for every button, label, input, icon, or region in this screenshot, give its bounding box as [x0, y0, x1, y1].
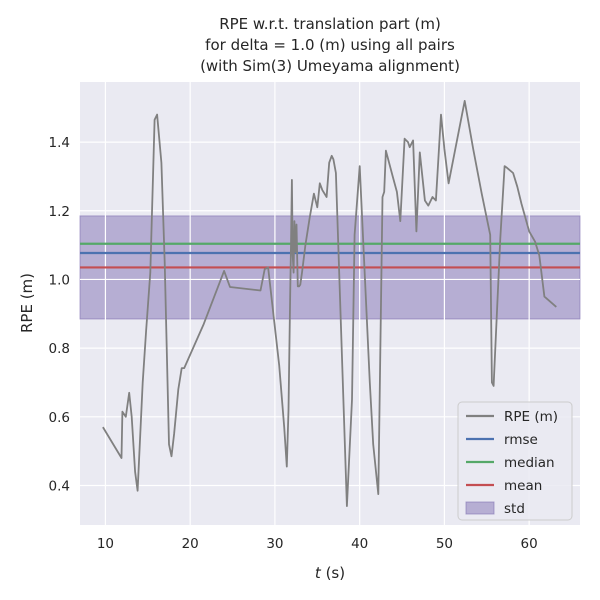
legend-label-rmse: rmse: [504, 432, 538, 448]
x-axis-label-var: t: [315, 564, 322, 582]
x-tick-label: 10: [97, 536, 114, 552]
y-axis-label: RPE (m): [18, 273, 36, 333]
y-tick-label: 1.2: [49, 204, 70, 220]
x-tick-labels: 10 20 30 40 50 60: [97, 536, 538, 552]
x-axis-label-unit: (s): [321, 564, 345, 582]
y-tick-labels: 0.4 0.6 0.8 1.0 1.2 1.4: [49, 135, 70, 494]
x-tick-label: 50: [436, 536, 453, 552]
legend-label-std: std: [504, 501, 525, 517]
y-tick-label: 0.6: [49, 410, 70, 426]
y-tick-label: 0.8: [49, 341, 70, 357]
x-axis-label: t (s): [315, 564, 345, 582]
x-tick-label: 30: [266, 536, 283, 552]
chart-title-line-1: RPE w.r.t. translation part (m): [219, 15, 441, 33]
x-tick-label: 60: [521, 536, 538, 552]
y-tick-label: 1.0: [49, 272, 70, 288]
legend: RPE (m) rmse median mean std: [457, 401, 573, 521]
series-layer: [102, 100, 557, 508]
chart-title-line-3: (with Sim(3) Umeyama alignment): [200, 57, 460, 75]
legend-label-rpe: RPE (m): [504, 409, 558, 425]
legend-label-mean: mean: [504, 478, 542, 494]
y-tick-label: 0.4: [49, 479, 70, 495]
rpe-series-line: [102, 100, 557, 508]
x-tick-label: 40: [351, 536, 368, 552]
chart-title-line-2: for delta = 1.0 (m) using all pairs: [205, 36, 455, 54]
legend-swatch-std: [465, 501, 495, 515]
legend-box: [457, 401, 573, 521]
y-tick-label: 1.4: [49, 135, 70, 151]
x-tick-label: 20: [182, 536, 199, 552]
legend-label-median: median: [504, 455, 555, 471]
chart-title: RPE w.r.t. translation part (m) for delt…: [200, 15, 460, 75]
